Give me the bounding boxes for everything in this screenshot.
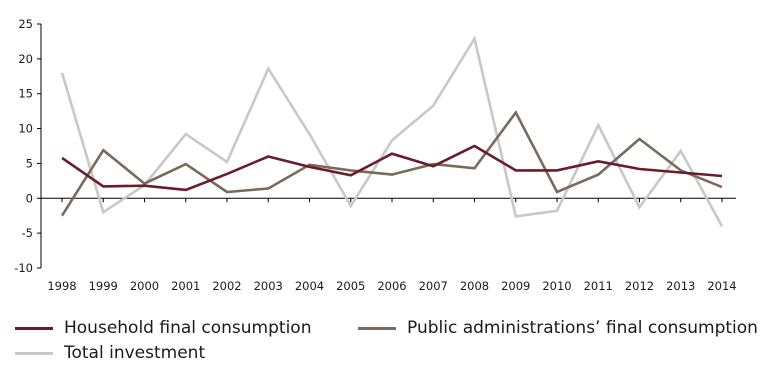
x-tick-label: 2003	[254, 279, 283, 293]
legend-label-total-investment: Total investment	[64, 343, 206, 363]
x-tick-label: 2004	[295, 279, 324, 293]
legend-swatch-total-investment	[15, 351, 53, 355]
x-tick-label: 1998	[47, 279, 76, 293]
x-tick-label: 2005	[336, 279, 365, 293]
legend-item-public-administrations: Public administrations’ final consumptio…	[358, 318, 758, 338]
x-tick-label: 2013	[666, 279, 695, 293]
x-tick-label: 2010	[542, 279, 571, 293]
y-tick-label: 10	[18, 122, 33, 136]
legend-label-household: Household final consumption	[64, 318, 312, 338]
y-tick-label: -10	[14, 261, 33, 275]
legend-swatch-public-administrations	[358, 326, 396, 330]
x-tick-label: 2000	[130, 279, 159, 293]
x-tick-label: 2014	[707, 279, 736, 293]
line-chart: 25 20 15 10 5 0 -5 -10 1998 1999 2000 2001 2002 2003 2…	[14, 17, 736, 293]
x-tick-label: 2008	[460, 279, 489, 293]
y-tick-label: 0	[26, 191, 33, 205]
x-tick-label: 2001	[171, 279, 200, 293]
y-tick-label: -5	[22, 226, 33, 240]
y-tick-label: 20	[18, 52, 33, 66]
legend-swatch-household	[15, 326, 53, 330]
legend-label-public-administrations: Public administrations’ final consumptio…	[407, 318, 758, 338]
y-tick-label: 25	[18, 17, 33, 31]
y-tick-label: 15	[18, 87, 33, 101]
legend-item-total-investment: Total investment	[15, 343, 205, 363]
x-tick-label: 2012	[625, 279, 654, 293]
x-tick-label: 2006	[377, 279, 406, 293]
y-tick-label: 5	[26, 156, 33, 170]
household-final-consumption-line	[61, 144, 723, 192]
x-tick-label: 2011	[584, 279, 613, 293]
legend-item-household: Household final consumption	[15, 318, 311, 338]
x-tick-label: 2009	[501, 279, 530, 293]
x-tick-label: 2002	[212, 279, 241, 293]
x-tick-label: 1999	[89, 279, 118, 293]
x-tick-label: 2007	[419, 279, 448, 293]
total-investment-line	[60, 35, 724, 227]
